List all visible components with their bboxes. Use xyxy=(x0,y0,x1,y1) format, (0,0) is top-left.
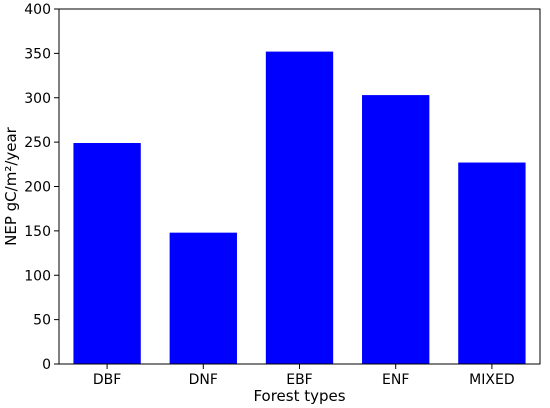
bar-mixed xyxy=(458,162,526,364)
bar-ebf xyxy=(265,51,334,364)
x-tick-label: DNF xyxy=(189,372,218,388)
y-tick-label: 100 xyxy=(24,268,51,284)
y-tick-label: 50 xyxy=(33,313,51,329)
y-tick-label: 150 xyxy=(24,224,51,240)
y-tick-label: 200 xyxy=(24,180,51,196)
bars-group xyxy=(73,51,526,365)
x-tick-label: ENF xyxy=(382,372,409,388)
x-axis-ticks: DBF DNF EBF ENF MIXED xyxy=(93,364,515,388)
y-tick-label: 250 xyxy=(24,135,51,151)
x-tick-label: MIXED xyxy=(469,372,514,388)
y-tick-label: 300 xyxy=(24,91,51,107)
bar-enf xyxy=(362,95,430,365)
x-tick-label: EBF xyxy=(286,372,313,388)
bar-dnf xyxy=(169,232,237,364)
x-axis-label: Forest types xyxy=(253,387,345,405)
y-axis-label: NEP gC/m²/year xyxy=(2,126,20,246)
x-tick-label: DBF xyxy=(93,372,121,388)
y-axis-ticks: 0 50 100 150 200 250 300 350 400 xyxy=(24,2,59,373)
y-tick-label: 0 xyxy=(42,357,51,373)
plot-frame xyxy=(58,8,541,365)
bar-dbf xyxy=(73,143,141,364)
y-tick-label: 400 xyxy=(24,2,51,18)
y-tick-label: 350 xyxy=(24,46,51,62)
